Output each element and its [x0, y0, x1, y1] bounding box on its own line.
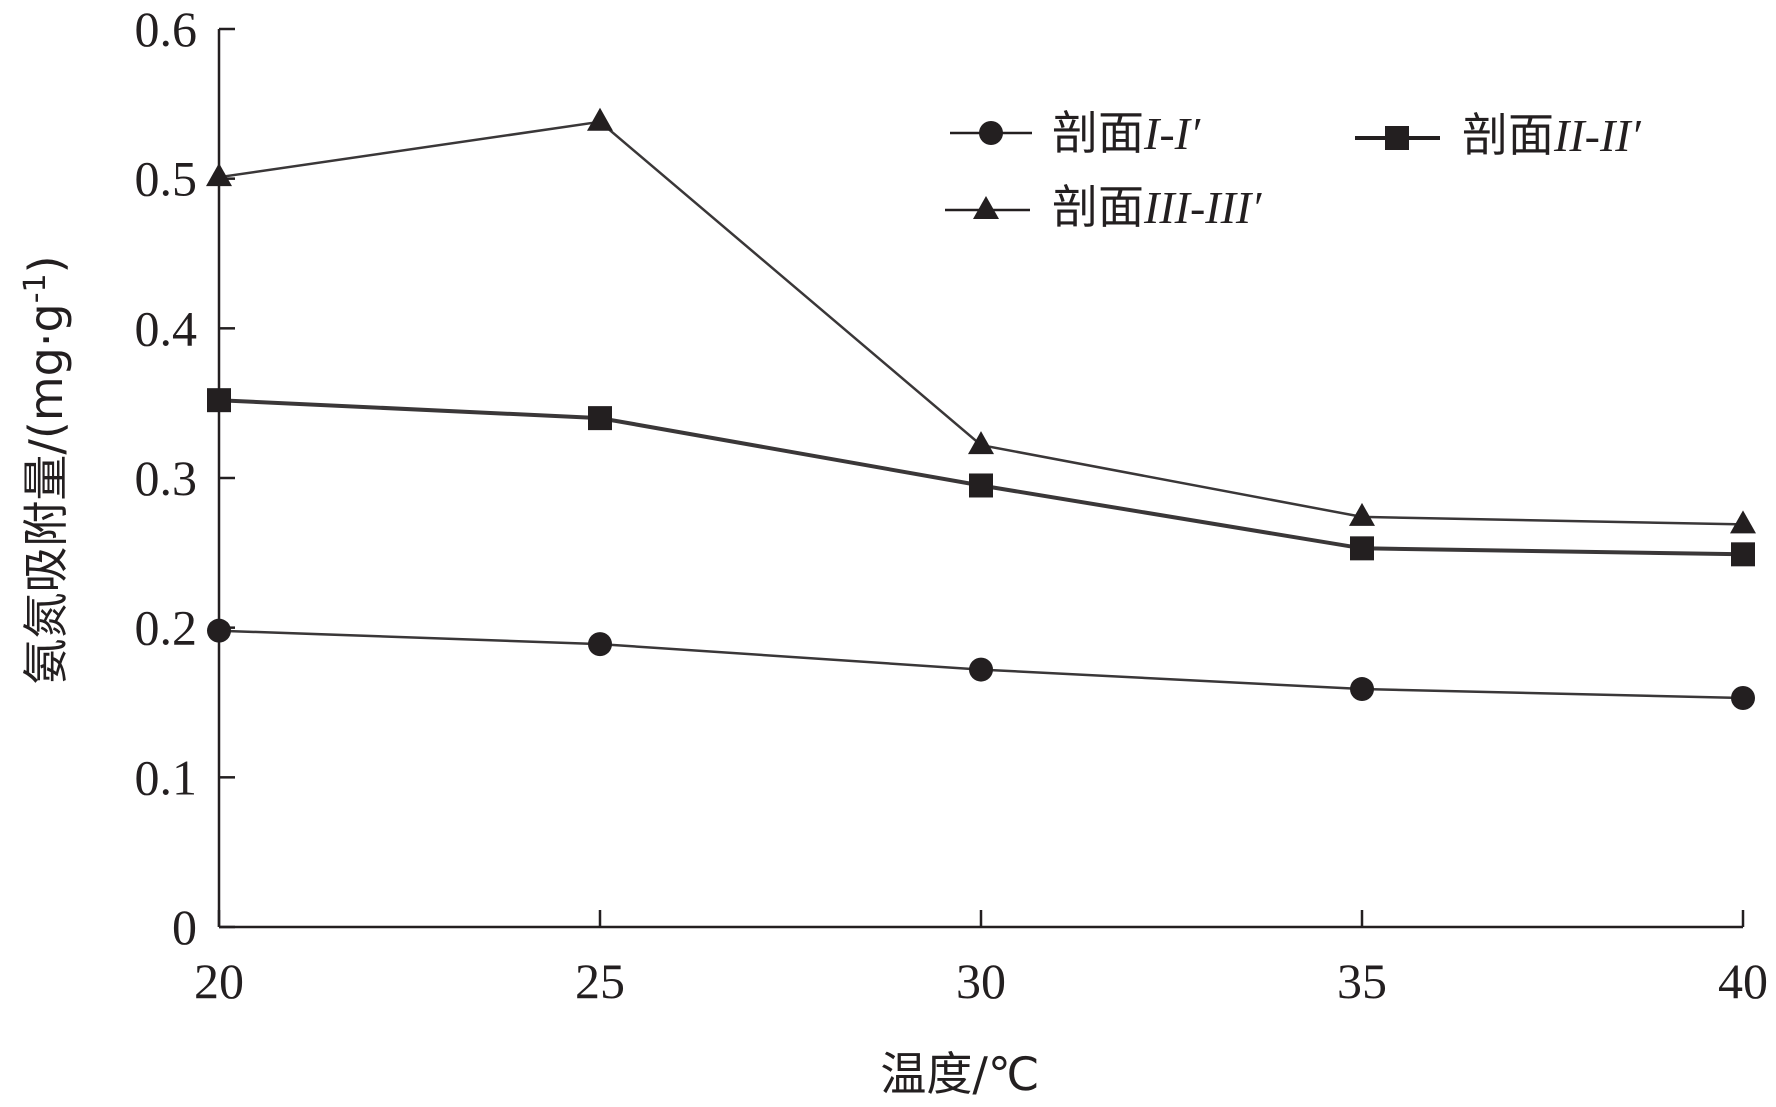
data-point-square [1350, 536, 1374, 561]
legend-item-series-2: 剖面II-II′ [1355, 108, 1642, 162]
y-axis-label-main: 氨氮吸附量/(mg·g [19, 303, 73, 684]
y-tick-label: 0.6 [135, 1, 198, 57]
data-point-triangle [206, 163, 232, 187]
legend-label-series-3: 剖面III-III′ [1052, 180, 1262, 234]
legend-roman: II-II′ [1553, 110, 1642, 161]
legend-prefix: 剖面 [1462, 108, 1554, 162]
data-point-square [207, 388, 231, 413]
legend-item-series-1: 剖面I-I′ [950, 106, 1201, 160]
data-point-triangle [1349, 502, 1375, 526]
legend-label-series-2: 剖面II-II′ [1462, 108, 1642, 162]
series-layer [206, 107, 1756, 711]
legend-roman: I-I′ [1143, 108, 1201, 159]
y-tick-label: 0.4 [135, 300, 198, 356]
data-point-triangle [1730, 510, 1756, 534]
y-axis-label-sup: -1 [18, 273, 53, 303]
series-3 [206, 107, 1756, 534]
data-point-triangle [587, 107, 613, 131]
y-tick-label: 0.2 [135, 600, 198, 656]
series-line [218, 120, 1744, 526]
data-point-square [588, 406, 612, 431]
legend-item-series-3: 剖面III-III′ [945, 180, 1262, 234]
series-1 [207, 618, 1755, 711]
data-point-square [1731, 542, 1755, 567]
x-tick-label: 40 [1718, 953, 1768, 1009]
y-tick-label: 0.3 [135, 450, 198, 506]
y-tick-label: 0.1 [135, 749, 198, 805]
y-tick-label: 0 [172, 899, 197, 955]
x-axis-label: 温度/℃ [880, 1047, 1039, 1101]
x-tick-label: 30 [956, 953, 1006, 1009]
x-tick-label: 20 [194, 953, 244, 1009]
data-point-triangle [968, 431, 994, 455]
series-2 [207, 388, 1755, 567]
axes: 0 0.1 0.2 0.3 0.4 0.5 0.6 20 25 30 35 40 [135, 1, 1769, 1009]
data-point-circle [588, 632, 612, 657]
legend-prefix: 剖面 [1052, 106, 1144, 160]
legend-square-marker [1385, 126, 1409, 150]
y-axis-label-close: ) [19, 255, 73, 273]
legend-triangle-marker [973, 196, 999, 219]
data-point-square [969, 473, 993, 498]
x-tick-label: 25 [575, 953, 625, 1009]
y-tick-label: 0.5 [135, 151, 198, 207]
data-point-circle [1731, 686, 1755, 711]
legend-prefix: 剖面 [1052, 180, 1144, 234]
legend: 剖面I-I′ 剖面II-II′ 剖面III-III′ [945, 106, 1642, 234]
legend-circle-marker [979, 121, 1003, 145]
y-axis-label: 氨氮吸附量/(mg·g-1) [18, 255, 74, 684]
data-point-circle [1350, 677, 1374, 702]
data-point-circle [207, 618, 231, 643]
x-tick-label: 35 [1337, 953, 1387, 1009]
legend-roman: III-III′ [1143, 182, 1262, 233]
legend-label-series-1: 剖面I-I′ [1052, 106, 1201, 160]
data-point-circle [969, 657, 993, 682]
